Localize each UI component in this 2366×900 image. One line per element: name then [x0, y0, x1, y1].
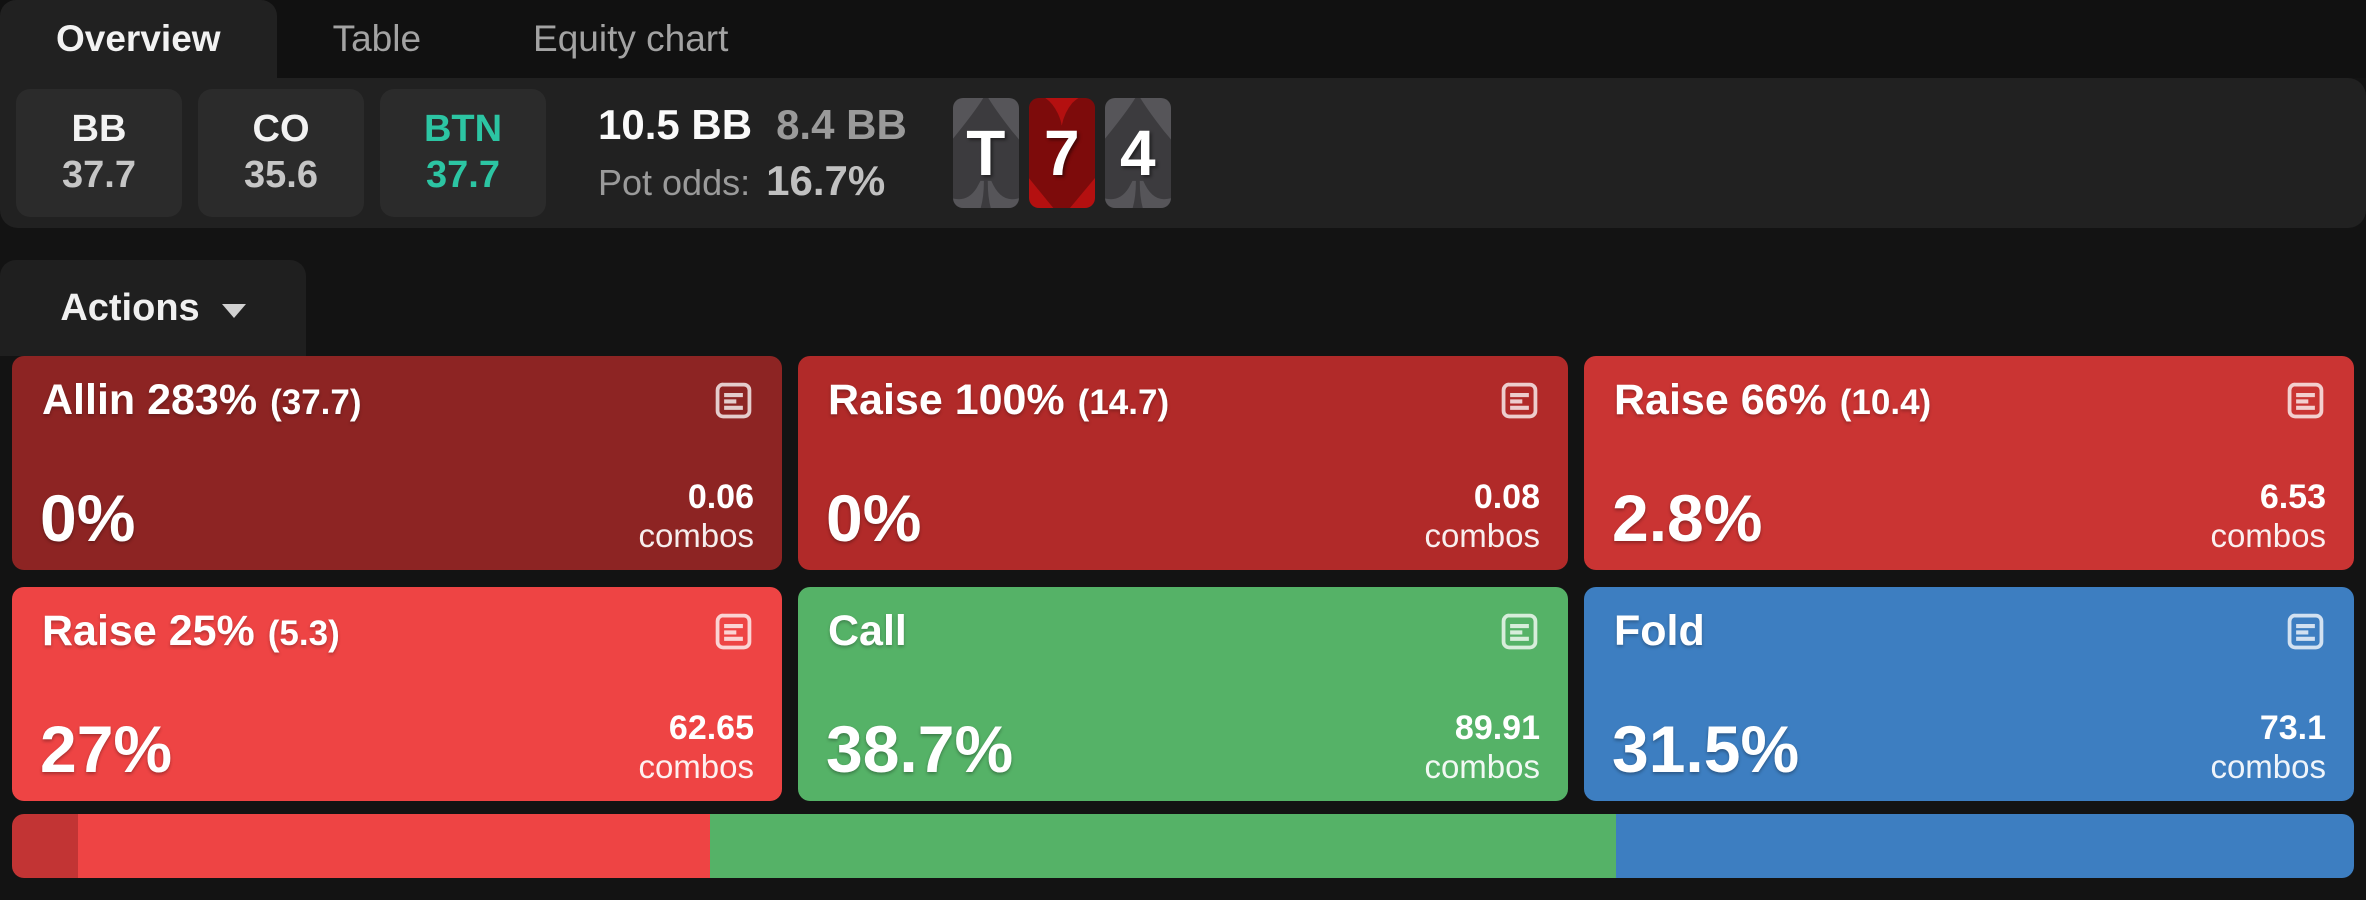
- position-chip-bb[interactable]: BB 37.7: [16, 89, 182, 217]
- action-card-raise-25[interactable]: Raise 25% (5.3) 27% 62.65 combos: [12, 587, 782, 801]
- action-card-call[interactable]: Call 38.7% 89.91 combos: [798, 587, 1568, 801]
- strategy-segment-fold: [1616, 814, 2354, 878]
- action-card-allin-283[interactable]: Allin 283% (37.7) 0% 0.06 combos: [12, 356, 782, 570]
- tab-equity-chart[interactable]: Equity chart: [533, 18, 729, 59]
- position-chips: BB 37.7 CO 35.6 BTN 37.7: [16, 89, 546, 217]
- action-frequency: 27%: [40, 712, 173, 786]
- action-combos: 62.65 combos: [638, 708, 754, 786]
- suit-icon: ♥: [1029, 98, 1095, 208]
- actions-dropdown[interactable]: Actions: [0, 260, 306, 356]
- position-chip-co[interactable]: CO 35.6: [198, 89, 364, 217]
- action-frequency: 31.5%: [1612, 712, 1800, 786]
- range-list-icon[interactable]: [1497, 378, 1542, 423]
- card-rank: 7: [1044, 117, 1080, 189]
- actions-grid: Allin 283% (37.7) 0% 0.06 combos Raise 10…: [12, 356, 2354, 801]
- strategy-bar: [12, 814, 2354, 878]
- action-title: Raise 66% (10.4): [1614, 376, 1932, 424]
- action-title: Raise 100% (14.7): [828, 376, 1170, 424]
- action-frequency: 0%: [826, 481, 922, 555]
- position-stack: 37.7: [426, 154, 500, 196]
- position-name: CO: [252, 108, 310, 151]
- position-chip-btn[interactable]: BTN 37.7: [380, 89, 546, 217]
- tab-overview[interactable]: Overview: [0, 0, 277, 78]
- board-cards: ♠ T ♥ 7 ♠ 4: [952, 98, 1171, 208]
- actions-label: Actions: [60, 286, 200, 329]
- action-combos: 0.08 combos: [1424, 477, 1540, 555]
- tab-table[interactable]: Table: [332, 18, 422, 59]
- card-rank: T: [966, 117, 1006, 189]
- action-title: Fold: [1614, 607, 1705, 655]
- action-title: Call: [828, 607, 907, 655]
- action-frequency: 38.7%: [826, 712, 1014, 786]
- range-list-icon[interactable]: [711, 378, 756, 423]
- range-list-icon[interactable]: [711, 609, 756, 654]
- chevron-down-icon: [221, 304, 246, 318]
- pot-size: 10.5 BB: [598, 101, 753, 148]
- position-name: BTN: [423, 108, 503, 151]
- action-combos: 6.53 combos: [2210, 477, 2326, 555]
- strategy-segment-raise-66: [12, 814, 78, 878]
- range-list-icon[interactable]: [1497, 609, 1542, 654]
- suit-icon: ♠: [953, 98, 1019, 208]
- strategy-segment-call: [709, 814, 1617, 878]
- board-card-2[interactable]: ♥ 7: [1028, 98, 1095, 208]
- bet-size: 8.4 BB: [776, 101, 907, 148]
- board-card-3[interactable]: ♠ 4: [1104, 98, 1171, 208]
- strategy-segment-raise-25: [77, 814, 710, 878]
- action-card-raise-66[interactable]: Raise 66% (10.4) 2.8% 6.53 combos: [1584, 356, 2354, 570]
- suit-icon: ♠: [1105, 98, 1171, 208]
- range-list-icon[interactable]: [2283, 378, 2328, 423]
- action-frequency: 0%: [40, 481, 136, 555]
- position-stack: 35.6: [244, 154, 318, 196]
- action-title: Allin 283% (37.7): [42, 376, 362, 424]
- pot-odds-label: Pot odds:: [598, 162, 751, 203]
- card-rank: 4: [1120, 117, 1156, 189]
- pot-odds-value: 16.7%: [766, 157, 886, 204]
- pot-info: 10.5 BB 8.4 BB Pot odds: 16.7%: [598, 101, 907, 205]
- top-tabbar: Overview Table Equity chart: [0, 0, 2366, 78]
- action-frequency: 2.8%: [1612, 481, 1763, 555]
- action-combos: 0.06 combos: [638, 477, 754, 555]
- header-panel: BB 37.7 CO 35.6 BTN 37.7 10.5 BB 8.4 BB …: [0, 78, 2366, 228]
- action-title: Raise 25% (5.3): [42, 607, 340, 655]
- position-name: BB: [71, 108, 127, 151]
- action-combos: 89.91 combos: [1424, 708, 1540, 786]
- board-card-1[interactable]: ♠ T: [952, 98, 1019, 208]
- position-stack: 37.7: [62, 154, 136, 196]
- action-combos: 73.1 combos: [2210, 708, 2326, 786]
- range-list-icon[interactable]: [2283, 609, 2328, 654]
- spacer: [0, 228, 2366, 260]
- action-card-raise-100[interactable]: Raise 100% (14.7) 0% 0.08 combos: [798, 356, 1568, 570]
- action-card-fold[interactable]: Fold 31.5% 73.1 combos: [1584, 587, 2354, 801]
